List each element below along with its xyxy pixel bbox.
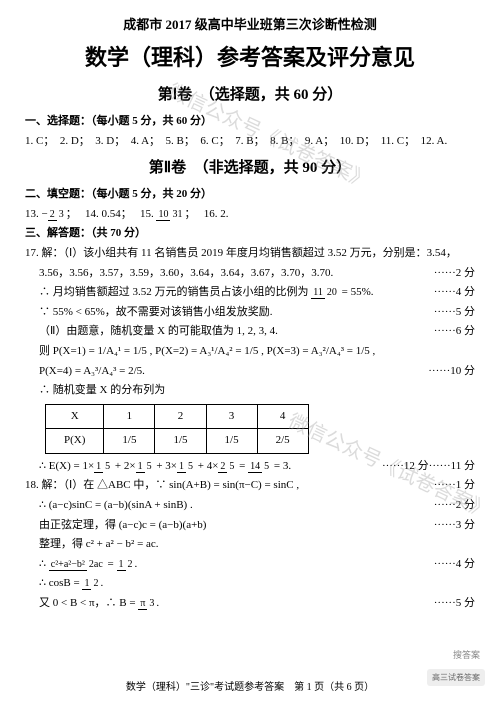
solve-section: 三、解答题：（共 70 分）: [25, 225, 475, 243]
points: 6 分: [434, 323, 475, 341]
q17-l1: 17. 解：（Ⅰ）该小组共有 11 名销售员 2019 年度月均销售额超过 3.…: [25, 245, 475, 263]
page-footer: 数学（理科）"三诊"考试题参考答案 第 1 页（共 6 页）: [0, 678, 500, 693]
q17-l6: 则 P(X=1) = 1/A₄¹ = 1/5 , P(X=2) = A₃¹/A₄…: [25, 343, 475, 361]
part2-title: 第Ⅱ卷 （非选择题，共 90 分）: [25, 156, 475, 180]
q18-l4: 整理，得 c² + a² − b² = ac.: [25, 536, 475, 554]
q18-l2: ∴ (a−c)sinC = (a−b)(sinA + sinB) .2 分: [25, 497, 475, 515]
points: 11 分: [429, 458, 475, 476]
q17-l9: ∴ E(X) = 1×15 + 2×15 + 3×15 + 4×25 = 145…: [25, 458, 475, 476]
points: 3 分: [434, 517, 475, 535]
points: 1 分: [434, 477, 475, 495]
mc-answers: 1. C； 2. D； 3. D； 4. A； 5. B； 6. C； 7. B…: [25, 133, 475, 151]
points: 2 分: [434, 497, 475, 515]
q17-l4: ∵ 55% < 65%，故不需要对该销售小组发放奖励.5 分: [25, 304, 475, 322]
fill-answers: 13. −23； 14. 0.54； 15. 1031； 16. 2.: [25, 206, 475, 224]
part1-title: 第Ⅰ卷 （选择题，共 60 分）: [25, 83, 475, 107]
q18-l7: 又 0 < B < π，∴ B = π3.5 分: [25, 595, 475, 613]
points: 5 分: [434, 304, 475, 322]
q18-l3: 由正弦定理，得 (a−c)c = (a−b)(a+b)3 分: [25, 517, 475, 535]
points: 5 分: [434, 595, 475, 613]
q17-l3: ∴ 月均销售额超过 3.52 万元的销售员占该小组的比例为 1120 = 55%…: [25, 284, 475, 302]
brand-logo: 高三试卷答案: [427, 669, 485, 686]
points: 12 分: [382, 458, 429, 476]
q18-l1: 18. 解：（Ⅰ）在 △ABC 中，∵ sin(A+B) = sin(π−C) …: [25, 477, 475, 495]
q18-l6: ∴ cosB = 12.: [25, 575, 475, 593]
q17-l5: （Ⅱ）由题意，随机变量 X 的可能取值为 1, 2, 3, 4.6 分: [25, 323, 475, 341]
doc-title: 数学（理科）参考答案及评分意见: [25, 40, 475, 75]
q17-l7: P(X=4) = A₃³/A₄³ = 2/5.10 分: [25, 363, 475, 381]
q17-l2: 3.56，3.56，3.57，3.59，3.60，3.64，3.64，3.67，…: [25, 265, 475, 283]
mc-section: 一、选择题：（每小题 5 分，共 60 分）: [25, 113, 475, 131]
q17-l8: ∴ 随机变量 X 的分布列为: [25, 382, 475, 400]
distribution-table: X1234 P(X)1/51/51/52/5: [45, 404, 309, 454]
points: 10 分: [428, 363, 475, 381]
brand-badge: 搜答案: [453, 648, 480, 661]
points: 4 分: [434, 284, 475, 302]
fill-section: 二、填空题：（每小题 5 分，共 20 分）: [25, 186, 475, 204]
points: 2 分: [434, 265, 475, 283]
q18-l5: ∴ c²+a²−b²2ac = 12.4 分: [25, 556, 475, 574]
points: 4 分: [434, 556, 475, 574]
exam-header: 成都市 2017 级高中毕业班第三次诊断性检测: [25, 15, 475, 36]
